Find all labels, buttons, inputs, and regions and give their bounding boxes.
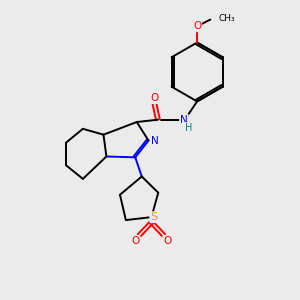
Text: O: O (150, 93, 158, 103)
Text: O: O (131, 236, 140, 246)
Text: O: O (193, 21, 201, 31)
Text: S: S (150, 212, 158, 222)
Text: N: N (151, 136, 159, 146)
Text: H: H (185, 123, 193, 133)
Text: O: O (163, 236, 172, 246)
Text: CH₃: CH₃ (219, 14, 235, 22)
Text: N: N (180, 115, 188, 125)
